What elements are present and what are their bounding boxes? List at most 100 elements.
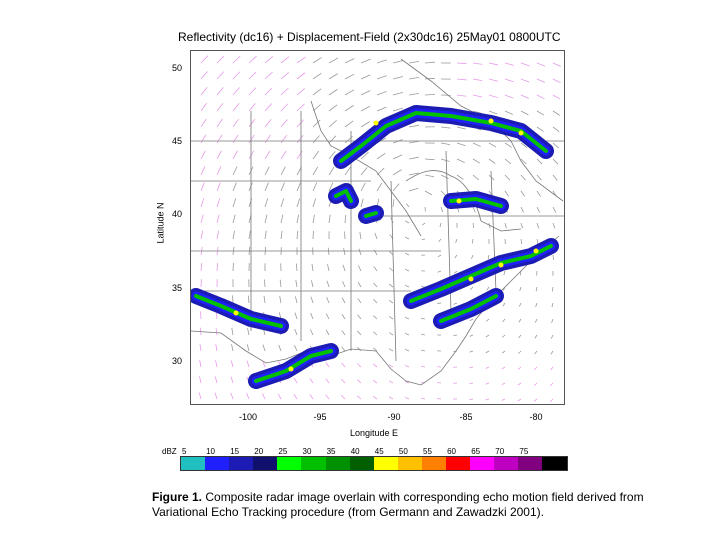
displacement-vector bbox=[200, 118, 207, 128]
displacement-vector bbox=[392, 60, 403, 64]
displacement-vector bbox=[325, 329, 330, 336]
displacement-vector bbox=[293, 393, 298, 400]
displacement-vector bbox=[264, 71, 273, 80]
echo-core bbox=[288, 366, 294, 372]
displacement-vector bbox=[472, 94, 483, 98]
displacement-vector bbox=[551, 286, 554, 292]
displacement-vector bbox=[517, 398, 522, 402]
displacement-vector bbox=[200, 182, 205, 192]
displacement-vector bbox=[518, 318, 522, 323]
displacement-vector bbox=[216, 55, 225, 64]
displacement-vector bbox=[404, 381, 410, 384]
displacement-vector bbox=[293, 377, 298, 384]
x-axis-label: Longitude E bbox=[350, 428, 399, 438]
echo-core bbox=[518, 130, 524, 136]
displacement-vector bbox=[360, 167, 368, 176]
displacement-vector bbox=[472, 222, 475, 229]
displacement-vector bbox=[200, 198, 205, 208]
state-boundaries bbox=[191, 58, 564, 386]
displacement-vector bbox=[534, 350, 538, 355]
displacement-vector bbox=[360, 151, 369, 160]
displacement-vector bbox=[216, 87, 224, 96]
displacement-vector bbox=[405, 220, 410, 224]
displacement-vector bbox=[536, 110, 545, 116]
displacement-vector bbox=[502, 334, 506, 338]
x-tick-label: -80 bbox=[529, 412, 543, 422]
displacement-vector bbox=[325, 313, 330, 320]
displacement-vector bbox=[440, 142, 451, 146]
displacement-vector bbox=[344, 120, 354, 128]
displacement-vector bbox=[408, 61, 420, 64]
displacement-vector bbox=[200, 134, 207, 144]
displacement-vector bbox=[520, 78, 530, 83]
displacement-vector bbox=[453, 270, 458, 274]
displacement-vector bbox=[279, 279, 282, 288]
colorbar-number: 40 bbox=[350, 447, 360, 456]
displacement-vector bbox=[453, 302, 458, 305]
displacement-vector bbox=[534, 382, 538, 386]
displacement-vector bbox=[199, 376, 202, 384]
displacement-vector bbox=[230, 360, 234, 368]
displacement-vector bbox=[421, 317, 426, 320]
echo-band bbox=[254, 349, 333, 383]
displacement-vector bbox=[536, 126, 544, 132]
displacement-vector bbox=[230, 376, 234, 384]
displacement-vector bbox=[248, 118, 256, 128]
displacement-vector bbox=[296, 182, 301, 192]
displacement-vector bbox=[216, 198, 221, 208]
displacement-vector bbox=[328, 135, 337, 144]
displacement-vector bbox=[280, 134, 288, 144]
displacement-vector bbox=[312, 119, 321, 128]
displacement-vector bbox=[309, 394, 314, 400]
displacement-vector bbox=[357, 330, 362, 336]
displacement-vector bbox=[485, 382, 490, 385]
displacement-vector bbox=[342, 281, 346, 288]
displacement-vector bbox=[455, 238, 458, 243]
displacement-vector bbox=[504, 94, 514, 99]
displacement-vector bbox=[440, 126, 451, 129]
displacement-vector bbox=[535, 286, 538, 292]
colorbar-swatch bbox=[397, 457, 422, 470]
displacement-vector bbox=[488, 142, 497, 148]
displacement-vector bbox=[408, 140, 419, 144]
displacement-vector bbox=[200, 262, 203, 272]
displacement-vector bbox=[232, 150, 238, 160]
displacement-vector bbox=[440, 206, 444, 213]
y-tick-label: 45 bbox=[171, 136, 182, 146]
colorbar-number: 20 bbox=[254, 447, 264, 456]
displacement-vector bbox=[424, 61, 435, 64]
displacement-vector bbox=[437, 254, 442, 258]
displacement-vector bbox=[312, 88, 322, 96]
displacement-vector bbox=[327, 264, 330, 272]
displacement-vector bbox=[264, 182, 269, 192]
y-axis-label: Latitude N bbox=[155, 202, 166, 244]
displacement-vector bbox=[404, 284, 410, 288]
displacement-vector bbox=[357, 347, 362, 352]
displacement-vector bbox=[312, 182, 318, 192]
colorbar-number: 50 bbox=[398, 447, 408, 456]
displacement-vector bbox=[359, 231, 362, 240]
displacement-vector bbox=[552, 254, 554, 261]
displacement-vector bbox=[469, 318, 474, 322]
colorbar-swatch bbox=[181, 457, 206, 470]
displacement-vector bbox=[360, 90, 371, 96]
displacement-vector bbox=[392, 154, 403, 160]
displacement-vector bbox=[552, 222, 556, 229]
displacement-vector bbox=[405, 236, 410, 240]
displacement-vector bbox=[296, 103, 305, 112]
echo-band bbox=[364, 211, 378, 218]
displacement-vector bbox=[357, 363, 362, 368]
displacement-vector bbox=[550, 398, 554, 402]
displacement-vector bbox=[373, 331, 378, 336]
displacement-vector bbox=[421, 238, 426, 241]
displacement-vector bbox=[232, 103, 240, 112]
displacement-vector bbox=[280, 72, 290, 80]
colorbar-number: 5 bbox=[182, 447, 187, 456]
displacement-vector bbox=[552, 78, 561, 84]
colorbar-swatch bbox=[325, 457, 350, 470]
colorbar-number: 55 bbox=[423, 447, 432, 456]
displacement-vector bbox=[200, 87, 208, 96]
displacement-vector bbox=[388, 348, 394, 352]
displacement-vector bbox=[404, 333, 410, 336]
displacement-vector bbox=[328, 151, 336, 160]
